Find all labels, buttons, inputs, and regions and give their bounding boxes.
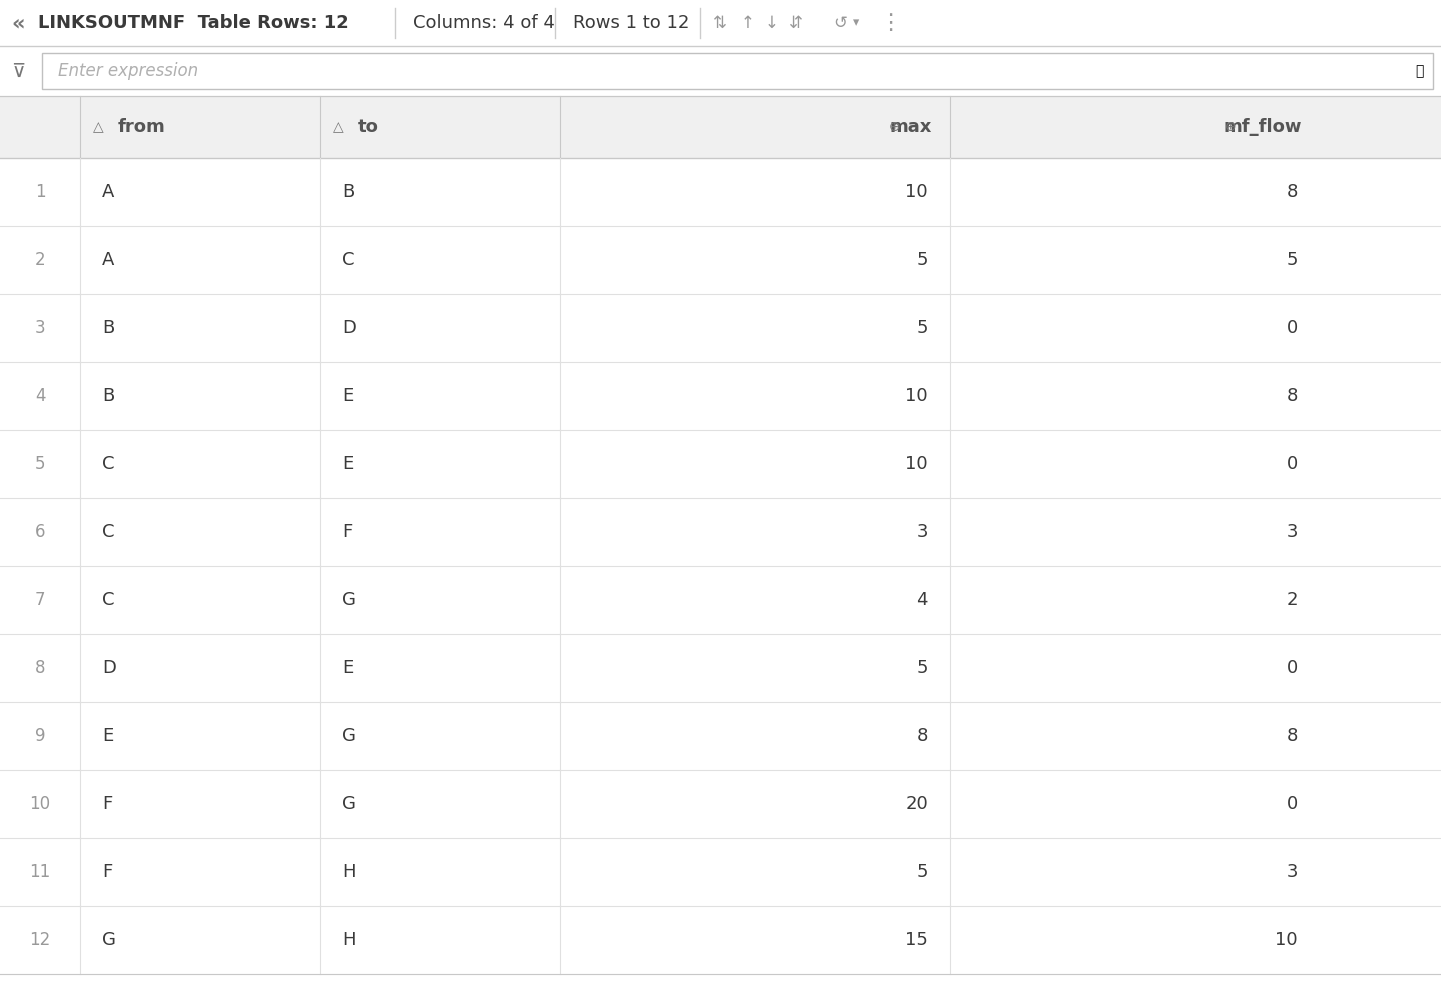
Text: A: A: [102, 183, 114, 201]
Text: 6: 6: [35, 523, 45, 541]
Text: 3: 3: [1287, 863, 1298, 881]
Text: 12: 12: [29, 931, 50, 949]
Text: ↑: ↑: [741, 14, 755, 32]
Text: 0: 0: [1287, 319, 1298, 337]
Bar: [0, 294, 1441, 362]
Text: ⇵: ⇵: [790, 14, 803, 32]
Bar: [0, 634, 1441, 702]
Text: ⊕: ⊕: [889, 120, 901, 134]
Text: B: B: [102, 387, 114, 405]
Text: LINKSOUTMNF  Table Rows: 12: LINKSOUTMNF Table Rows: 12: [37, 14, 349, 32]
Text: △: △: [333, 120, 343, 134]
Text: 0: 0: [1287, 659, 1298, 677]
Text: 8: 8: [916, 727, 928, 745]
Text: G: G: [342, 795, 356, 813]
Bar: [0, 770, 1441, 838]
Text: 11: 11: [29, 863, 50, 881]
Text: mf_flow: mf_flow: [1223, 118, 1303, 136]
Text: 10: 10: [905, 455, 928, 473]
Text: 9: 9: [35, 727, 45, 745]
Text: 5: 5: [1287, 251, 1298, 269]
Text: 15: 15: [905, 931, 928, 949]
Text: C: C: [102, 591, 114, 609]
Text: E: E: [342, 455, 353, 473]
Bar: [0, 906, 1441, 974]
Text: from: from: [118, 118, 166, 136]
Text: B: B: [102, 319, 114, 337]
Bar: [0, 566, 1441, 634]
Text: H: H: [342, 931, 356, 949]
Bar: [0, 96, 1441, 158]
Text: E: E: [342, 387, 353, 405]
Text: 10: 10: [905, 183, 928, 201]
Text: 2: 2: [1287, 591, 1298, 609]
Text: 4: 4: [35, 387, 45, 405]
Text: 7: 7: [35, 591, 45, 609]
Text: ⇅: ⇅: [713, 14, 726, 32]
Text: ▾: ▾: [853, 16, 859, 29]
Text: ↓: ↓: [765, 14, 780, 32]
Text: D: D: [102, 659, 115, 677]
Text: D: D: [342, 319, 356, 337]
Text: max: max: [889, 118, 932, 136]
Text: 5: 5: [916, 251, 928, 269]
Bar: [0, 158, 1441, 226]
Text: ⋮: ⋮: [879, 13, 901, 33]
Text: 5: 5: [916, 863, 928, 881]
Text: C: C: [102, 455, 114, 473]
Text: 10: 10: [29, 795, 50, 813]
Text: 8: 8: [1287, 183, 1298, 201]
Text: 4: 4: [916, 591, 928, 609]
Bar: [0, 46, 1441, 96]
Text: F: F: [102, 863, 112, 881]
Text: ⊽: ⊽: [12, 61, 24, 80]
Text: 3: 3: [1287, 523, 1298, 541]
Text: 8: 8: [1287, 727, 1298, 745]
Text: Rows 1 to 12: Rows 1 to 12: [574, 14, 689, 32]
Text: F: F: [342, 523, 352, 541]
Text: 8: 8: [35, 659, 45, 677]
Text: G: G: [342, 591, 356, 609]
Text: 5: 5: [916, 659, 928, 677]
Text: G: G: [102, 931, 115, 949]
Bar: [0, 498, 1441, 566]
Text: F: F: [102, 795, 112, 813]
Text: 3: 3: [35, 319, 45, 337]
Text: A: A: [102, 251, 114, 269]
Text: 0: 0: [1287, 795, 1298, 813]
Text: △: △: [92, 120, 104, 134]
Text: to: to: [357, 118, 379, 136]
Text: 20: 20: [905, 795, 928, 813]
Bar: [0, 226, 1441, 294]
Text: 🔍: 🔍: [1415, 64, 1424, 78]
Text: 10: 10: [905, 387, 928, 405]
Bar: [0, 838, 1441, 906]
Bar: [0, 0, 1441, 46]
Text: 5: 5: [35, 455, 45, 473]
Text: G: G: [342, 727, 356, 745]
Text: E: E: [342, 659, 353, 677]
Text: 8: 8: [1287, 387, 1298, 405]
Text: 2: 2: [35, 251, 45, 269]
Text: 10: 10: [1275, 931, 1298, 949]
Text: 3: 3: [916, 523, 928, 541]
Text: «: «: [12, 13, 24, 33]
Text: B: B: [342, 183, 354, 201]
Text: ↺: ↺: [833, 14, 847, 32]
Bar: [0, 702, 1441, 770]
Bar: [42, 53, 1432, 89]
Text: ⊕: ⊕: [1225, 120, 1236, 134]
Text: 1: 1: [35, 183, 45, 201]
Text: C: C: [102, 523, 114, 541]
Bar: [0, 362, 1441, 430]
Text: C: C: [342, 251, 354, 269]
Text: E: E: [102, 727, 114, 745]
Bar: [0, 430, 1441, 498]
Text: 5: 5: [916, 319, 928, 337]
Text: Columns: 4 of 4: Columns: 4 of 4: [414, 14, 555, 32]
Text: 0: 0: [1287, 455, 1298, 473]
Text: Enter expression: Enter expression: [58, 62, 197, 80]
Text: H: H: [342, 863, 356, 881]
